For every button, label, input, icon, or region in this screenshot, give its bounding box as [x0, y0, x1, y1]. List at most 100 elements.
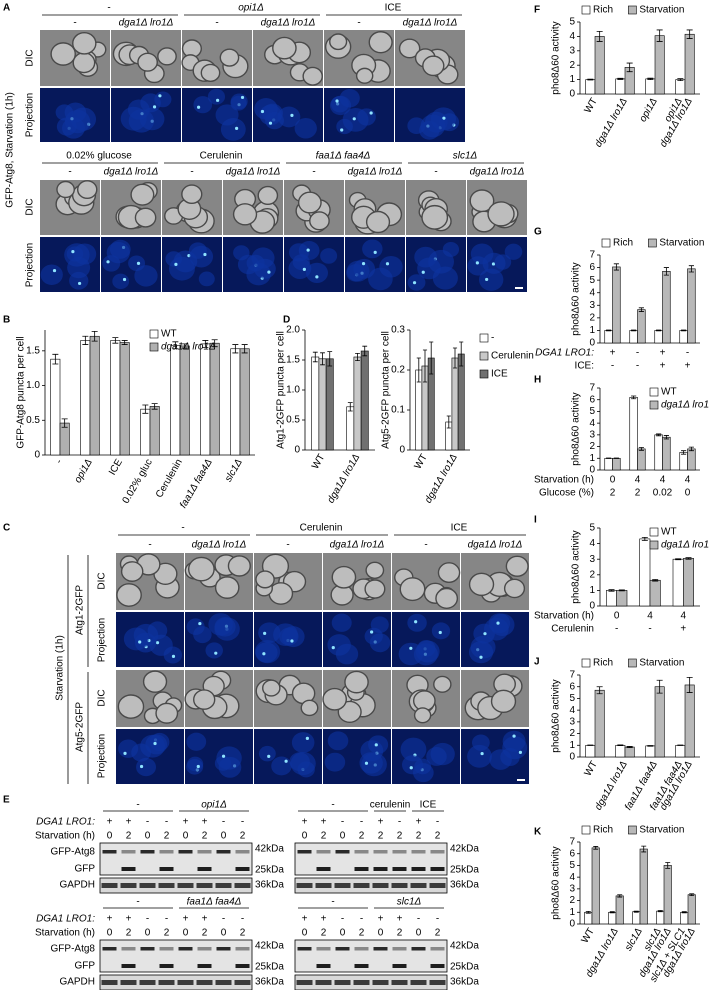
group-label: cerulenin: [370, 800, 411, 811]
error-bar: [459, 341, 464, 367]
cell: [200, 63, 221, 82]
puncta: [306, 248, 310, 252]
puncta: [290, 113, 294, 117]
cell-glow: [216, 746, 242, 770]
y-tick-label: 2: [569, 60, 575, 71]
band: [234, 883, 251, 888]
error-bar: [688, 265, 694, 273]
row-value: +: [685, 361, 691, 372]
error-bar: [593, 846, 599, 850]
y-tick-label: 5: [589, 275, 595, 286]
cell-glow: [357, 108, 376, 126]
cell-glow: [258, 745, 276, 762]
genotype-sign: +: [321, 914, 327, 925]
band-label: GFP-Atg8: [51, 847, 96, 858]
error-bar: [641, 845, 647, 853]
puncta: [374, 743, 378, 747]
error-bar: [142, 404, 149, 414]
cell: [365, 210, 391, 234]
band: [139, 883, 156, 888]
cell: [331, 565, 357, 589]
band: [430, 850, 445, 854]
error-bar: [686, 676, 693, 693]
group-label: opi1Δ: [201, 800, 227, 811]
band: [196, 883, 213, 888]
band: [120, 980, 137, 985]
starvation-time: 0: [107, 831, 113, 842]
group-label: faa1Δ faa4Δ: [316, 151, 371, 162]
legend-label: Starvation: [659, 238, 704, 249]
bar: [606, 590, 617, 607]
bar: [140, 408, 151, 456]
y-tick-label: 1.0: [26, 380, 40, 391]
bar: [645, 745, 656, 758]
error-bar: [202, 340, 209, 348]
cell-glow: [336, 118, 353, 135]
marker-label: 36kDa: [255, 880, 284, 891]
y-axis-label: pho8Δ60 activity: [551, 21, 562, 94]
band: [197, 850, 212, 854]
bar: [679, 330, 688, 344]
legend-swatch: [649, 540, 659, 550]
row-label: ICE:: [575, 361, 594, 372]
cell-glow: [364, 627, 383, 645]
band: [196, 980, 213, 985]
row-value: -: [686, 348, 689, 359]
bar: [179, 345, 190, 456]
y-tick-label: 2.0: [286, 325, 300, 336]
row-label: Starvation (h): [534, 475, 594, 486]
genotype-sign: -: [360, 914, 363, 925]
legend-swatch: [581, 825, 591, 835]
band: [353, 980, 370, 985]
strain-label: dga1Δ lro1Δ: [330, 540, 385, 551]
puncta: [409, 766, 413, 770]
y-tick-label: 5: [589, 523, 595, 534]
cell-glow: [198, 271, 215, 287]
puncta: [409, 646, 413, 650]
x-tick-label: opi1Δ: [638, 96, 660, 124]
cell: [344, 670, 369, 694]
band: [235, 964, 250, 968]
x-tick-label: opi1Δ: [73, 457, 95, 485]
y-tick-label: 6: [589, 262, 595, 273]
row-value: 0: [610, 475, 616, 486]
strain-label: dga1Δ lro1Δ: [470, 167, 525, 178]
error-bar: [675, 558, 682, 561]
row-label: DIC: [25, 198, 36, 215]
cell-glow: [407, 613, 427, 632]
band: [296, 883, 313, 888]
bar: [318, 358, 327, 451]
puncta: [335, 99, 339, 103]
bar: [89, 335, 100, 456]
puncta: [414, 620, 418, 624]
error-bar: [608, 589, 615, 592]
cell: [468, 572, 495, 597]
puncta: [361, 262, 366, 266]
puncta: [421, 270, 425, 274]
bar: [608, 911, 617, 925]
band: [410, 883, 427, 888]
cell-glow: [66, 246, 84, 262]
band: [430, 964, 445, 968]
row-label: Projection: [25, 93, 36, 137]
legend-swatch: [628, 658, 637, 668]
cell: [435, 587, 459, 609]
starvation-time: 0: [183, 831, 189, 842]
band: [121, 850, 136, 854]
cell-glow: [467, 256, 489, 276]
cell-glow: [324, 752, 346, 772]
bar: [110, 340, 121, 456]
row-value: 2: [610, 488, 616, 499]
band: [234, 980, 251, 985]
group-label: -: [136, 800, 139, 811]
row-label: DGA1 LRO1:: [36, 817, 95, 828]
bar: [663, 865, 672, 925]
panel-label: J: [534, 657, 540, 668]
bar: [672, 558, 684, 607]
error-bar: [656, 329, 662, 332]
error-bar: [631, 329, 637, 332]
error-bar: [617, 77, 624, 80]
y-axis-label: pho8Δ60 activity: [571, 262, 582, 335]
